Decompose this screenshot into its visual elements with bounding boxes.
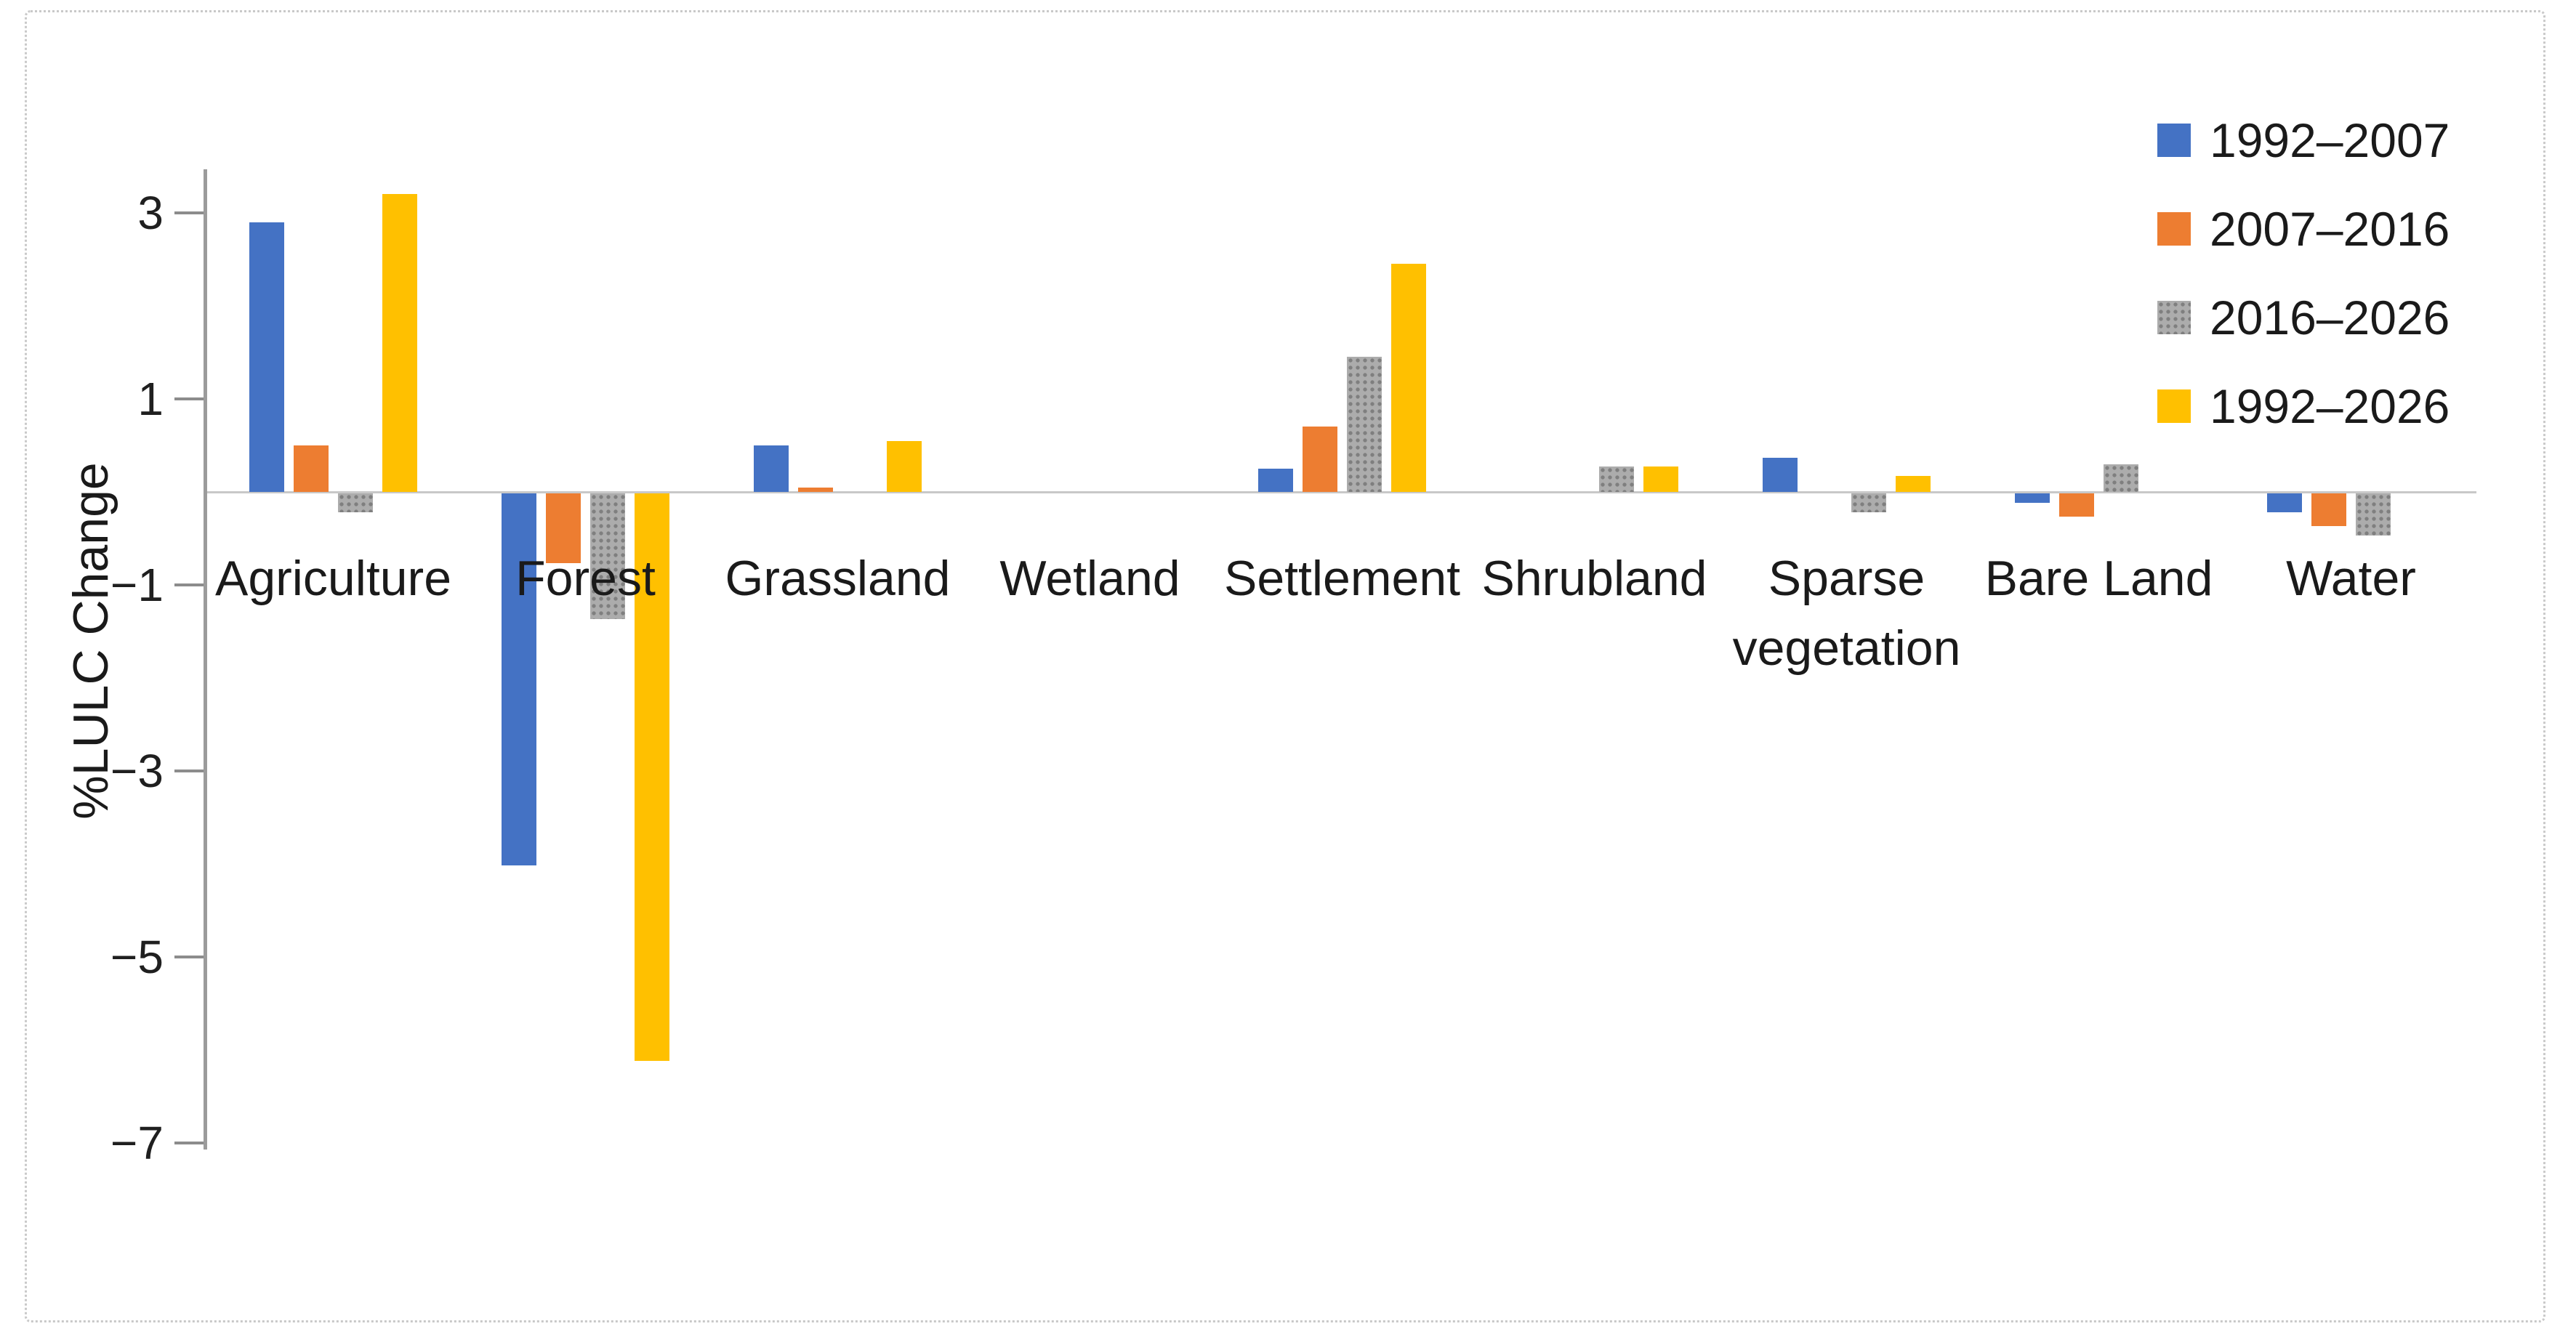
- bar-forest-1992-2026: [635, 493, 669, 1061]
- y-tick-label: −7: [110, 1117, 164, 1169]
- bar-forest-2007-2016: [546, 493, 581, 563]
- bar-forest-2016-2026: [590, 493, 625, 619]
- bar-sparse-vegetation-1992-2026: [1896, 476, 1931, 492]
- x-axis-line: [207, 491, 2476, 493]
- y-tick-label: 3: [137, 187, 164, 239]
- x-axis-label-forest: Forest: [515, 551, 656, 606]
- legend-item-2016-2026: 2016–2026: [2157, 273, 2450, 362]
- x-axis-label-settlement: Settlement: [1223, 551, 1461, 606]
- bar-water-2007-2016: [2311, 493, 2346, 526]
- bar-agriculture-2007-2016: [294, 445, 329, 492]
- bar-agriculture-2016-2026: [338, 493, 373, 512]
- legend-label-2016-2026: 2016–2026: [2210, 291, 2450, 344]
- y-tick-mark: [174, 770, 204, 772]
- legend-label-1992-2007: 1992–2007: [2210, 113, 2450, 167]
- bar-settlement-1992-2026: [1391, 264, 1426, 492]
- bar-settlement-2007-2016: [1303, 427, 1337, 492]
- x-axis-label-sparse-vegetation: Sparse vegetation: [1732, 551, 1961, 676]
- bar-grassland-2007-2016: [798, 487, 833, 492]
- y-tick-mark: [174, 1142, 204, 1144]
- bar-bare-land-2016-2026: [2104, 464, 2138, 492]
- bar-agriculture-1992-2007: [249, 222, 284, 492]
- figure-border: [25, 10, 2545, 1322]
- y-tick-mark: [174, 956, 204, 958]
- bar-grassland-1992-2026: [887, 440, 922, 492]
- legend-swatch-1992-2007: [2157, 124, 2191, 157]
- x-axis-label-agriculture: Agriculture: [214, 551, 452, 606]
- y-tick-mark: [174, 583, 204, 586]
- bar-agriculture-1992-2026: [382, 194, 417, 492]
- bar-sparse-vegetation-1992-2007: [1763, 457, 1798, 492]
- bar-forest-1992-2007: [502, 493, 536, 865]
- legend-label-1992-2026: 1992–2026: [2210, 379, 2450, 433]
- legend-swatch-1992-2026: [2157, 389, 2191, 423]
- bar-shrubland-1992-2026: [1643, 466, 1678, 492]
- bar-bare-land-1992-2007: [2015, 493, 2050, 503]
- bar-grassland-1992-2007: [754, 445, 789, 492]
- bar-water-1992-2007: [2267, 493, 2302, 512]
- legend-label-2007-2016: 2007–2016: [2210, 202, 2450, 256]
- bar-shrubland-2016-2026: [1599, 466, 1634, 492]
- x-axis-label-water: Water: [2286, 551, 2416, 606]
- bar-bare-land-2007-2016: [2059, 493, 2094, 517]
- legend-swatch-2016-2026: [2157, 301, 2191, 334]
- x-axis-label-bare-land: Bare Land: [1984, 551, 2213, 606]
- bar-water-2016-2026: [2356, 493, 2391, 536]
- legend-item-1992-2026: 1992–2026: [2157, 362, 2450, 451]
- x-axis-label-shrubland: Shrubland: [1481, 551, 1707, 606]
- y-tick-label: 1: [137, 373, 164, 425]
- legend-item-2007-2016: 2007–2016: [2157, 185, 2450, 273]
- x-axis-label-wetland: Wetland: [999, 551, 1180, 606]
- bar-sparse-vegetation-2016-2026: [1851, 493, 1886, 512]
- bar-settlement-1992-2007: [1258, 469, 1293, 492]
- x-axis-label-grassland: Grassland: [725, 551, 951, 606]
- bar-settlement-2016-2026: [1347, 357, 1382, 492]
- y-tick-mark: [174, 397, 204, 400]
- legend-item-1992-2007: 1992–2007: [2157, 96, 2450, 185]
- y-axis-line: [204, 169, 207, 1150]
- y-tick-mark: [174, 211, 204, 214]
- y-tick-label: −3: [110, 745, 164, 797]
- legend: 1992–2007 2007–2016 2016–2026 1992–2026: [2157, 96, 2450, 451]
- y-tick-label: −5: [110, 931, 164, 983]
- y-tick-label: −1: [110, 559, 164, 611]
- legend-swatch-2007-2016: [2157, 212, 2191, 246]
